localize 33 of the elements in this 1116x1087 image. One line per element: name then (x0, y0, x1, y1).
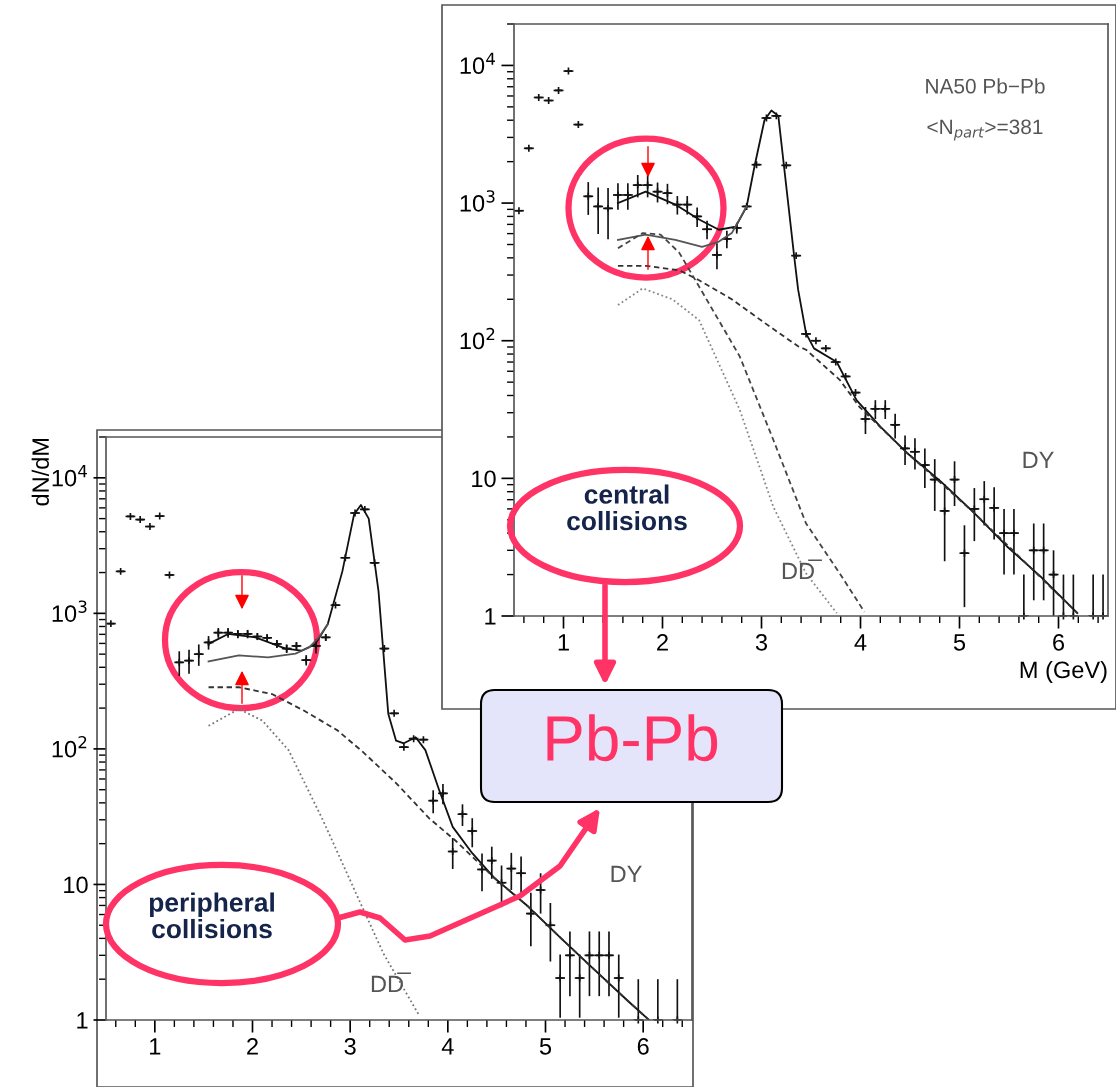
x-axis-title: M (GeV) (1020, 660, 1107, 683)
y-axis-title: dN/dM (31, 438, 49, 506)
x-tick-label: 4 (854, 634, 867, 651)
annotation: central collisions (567, 484, 687, 531)
annotation: Pb-Pb (547, 714, 718, 762)
y-tick-label: 1 (77, 1012, 88, 1029)
annotation: NA50 Pb−Pb (926, 78, 1045, 94)
x-tick-label: 2 (247, 1037, 258, 1055)
x-tick-label: 3 (755, 633, 768, 651)
annotation: DY (1023, 451, 1054, 469)
x-tick-label: 1 (150, 1038, 161, 1055)
y-tick-label: 1 (485, 608, 496, 625)
x-tick-label: 5 (539, 1038, 552, 1055)
x-tick-label: 2 (657, 633, 668, 651)
x-tick-label: 4 (441, 1038, 454, 1055)
y-tick-label: 10$^{4}$ (52, 465, 87, 487)
y-tick-label: 10$^{4}$ (460, 52, 495, 75)
y-tick-label: 10 (472, 470, 496, 488)
y-tick-label: 10 (64, 876, 88, 894)
annotation: peripheral collisions (149, 892, 274, 939)
annotation: DD̅ (782, 559, 822, 580)
annotation: DD̅ (371, 972, 411, 993)
x-tick-label: 3 (344, 1037, 356, 1055)
y-tick-label: 10$^{2}$ (460, 327, 495, 350)
x-tick-label: 6 (637, 1037, 649, 1055)
annotation: DY (611, 865, 642, 883)
x-tick-label: 5 (953, 634, 966, 651)
y-tick-label: 10$^{2}$ (52, 735, 87, 758)
y-tick-label: 10$^{3}$ (460, 190, 495, 212)
y-tick-label: 10$^{3}$ (52, 600, 87, 622)
annotation: <N$_{part}$>=381 (927, 119, 1043, 141)
x-tick-label: 6 (1053, 633, 1065, 651)
x-tick-label: 1 (558, 634, 569, 651)
